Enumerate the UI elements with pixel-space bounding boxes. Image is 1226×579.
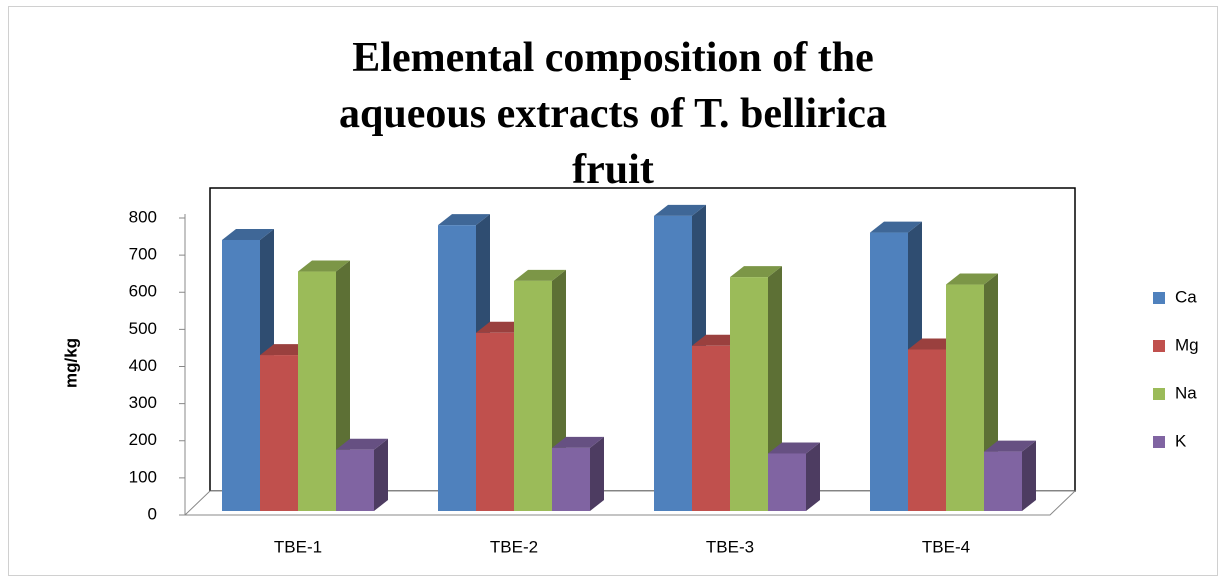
bar-top — [552, 436, 604, 448]
bar — [222, 239, 260, 512]
bar — [514, 280, 552, 511]
bar-top — [768, 442, 820, 454]
y-tick-label: 800 — [129, 207, 157, 226]
bar — [984, 451, 1022, 511]
bar-top — [730, 266, 782, 278]
legend-label: Mg — [1175, 335, 1199, 354]
bar — [336, 449, 374, 511]
bar-side — [590, 436, 604, 511]
x-tick-label: TBE-2 — [490, 537, 538, 556]
y-tick-label: 500 — [129, 319, 157, 338]
bar — [870, 232, 908, 511]
y-axis-label: mg/kg — [61, 338, 80, 388]
legend-label: Ca — [1175, 287, 1197, 306]
bar — [438, 225, 476, 511]
legend-label: Na — [1175, 383, 1197, 402]
x-tick-label: TBE-1 — [274, 537, 322, 556]
bar — [946, 284, 984, 511]
bar-side — [1022, 440, 1036, 511]
x-tick-label: TBE-4 — [922, 537, 970, 556]
bar-top — [984, 440, 1036, 452]
legend-label: K — [1175, 431, 1187, 450]
bar-side — [806, 442, 820, 511]
bar-top — [946, 273, 998, 285]
y-tick-label: 300 — [129, 393, 157, 412]
y-tick-label: 100 — [129, 467, 157, 486]
bar-top — [298, 260, 350, 272]
legend-swatch — [1153, 292, 1165, 304]
x-tick-label: TBE-3 — [706, 537, 754, 556]
bar-top — [222, 228, 274, 240]
bar — [654, 215, 692, 511]
legend-swatch — [1153, 388, 1165, 400]
floor — [183, 490, 1077, 516]
bar — [298, 271, 336, 511]
bar — [260, 355, 298, 511]
y-tick-label: 700 — [129, 245, 157, 264]
bar — [730, 277, 768, 511]
chart-title: Elemental composition of the aqueous ext… — [339, 35, 887, 193]
bar — [908, 349, 946, 511]
chart-frame — [8, 6, 1218, 576]
y-tick-label: 400 — [129, 356, 157, 375]
bar — [768, 453, 806, 511]
bar — [476, 332, 514, 511]
y-tick-label: 600 — [129, 282, 157, 301]
bar-side — [374, 438, 388, 511]
legend-swatch — [1153, 340, 1165, 352]
bar-top — [654, 204, 706, 216]
bar-top — [514, 269, 566, 281]
bar-top — [438, 214, 490, 226]
y-tick-label: 0 — [148, 504, 157, 523]
bar-top — [336, 438, 388, 450]
bar — [692, 345, 730, 511]
y-tick-label: 200 — [129, 430, 157, 449]
bar — [552, 447, 590, 511]
bar-top — [870, 221, 922, 233]
legend-swatch — [1153, 436, 1165, 448]
